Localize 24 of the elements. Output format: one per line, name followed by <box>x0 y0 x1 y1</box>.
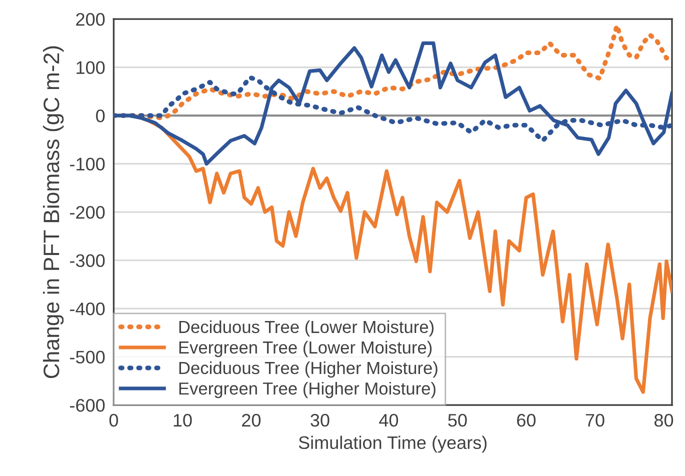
x-tick-label: 70 <box>586 414 604 427</box>
y-axis-title: Change in PFT Biomass (gC m-2) <box>42 46 64 378</box>
x-tick-label: 0 <box>109 414 118 427</box>
y-tick-label: -100 <box>70 158 105 171</box>
x-tick-label: 60 <box>517 414 536 427</box>
legend-label: Evergreen Tree (Higher Moisture) <box>179 382 436 398</box>
y-tick-label: 100 <box>76 61 105 74</box>
x-tick-label: 20 <box>242 414 261 427</box>
y-tick-label: 200 <box>76 12 105 26</box>
x-tick-label: 50 <box>448 414 467 427</box>
y-tick-label: -300 <box>70 254 105 268</box>
y-tick-label: 0 <box>96 109 105 122</box>
x-axis-title: Simulation Time (years) <box>298 436 487 453</box>
y-tick-label: -600 <box>70 399 105 412</box>
x-tick-label: 30 <box>310 414 330 427</box>
x-tick-label: 40 <box>379 414 398 427</box>
x-tick-label: 80 <box>654 414 674 427</box>
legend-label: Evergreen Tree (Lower Moisture) <box>179 340 432 358</box>
legend-label: Deciduous Tree (Lower Moisture) <box>179 320 434 337</box>
x-tick-label: 10 <box>174 414 192 427</box>
y-tick-label: -400 <box>70 302 105 316</box>
legend-label: Deciduous Tree (Higher Moisture) <box>179 361 438 378</box>
y-tick-label: -200 <box>70 206 105 219</box>
y-tick-label: -500 <box>70 350 105 364</box>
